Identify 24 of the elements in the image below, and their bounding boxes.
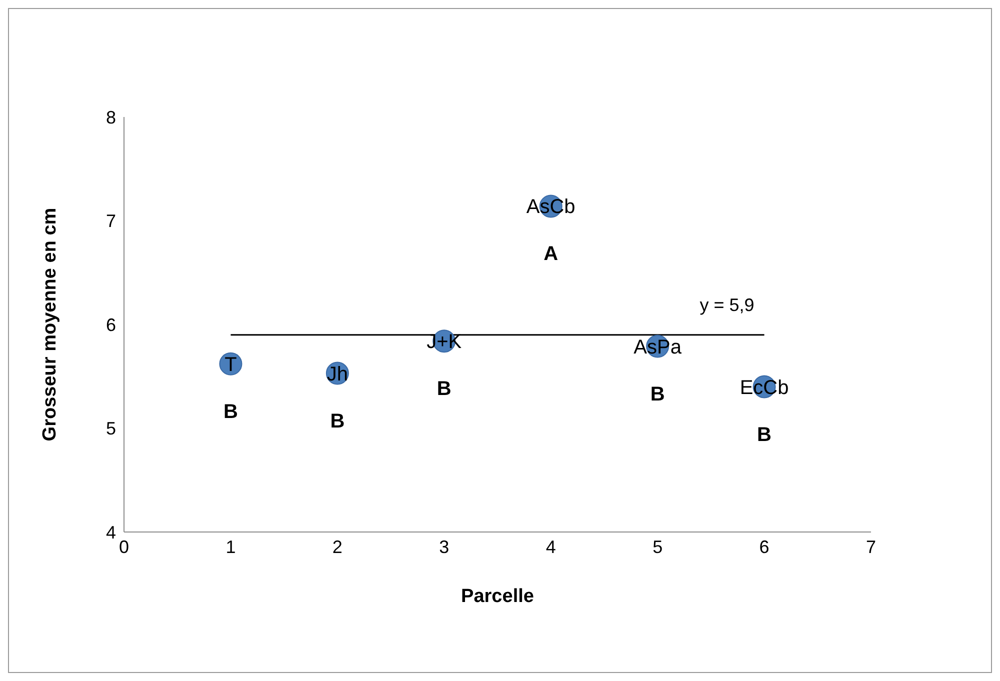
annotation: Jh (326, 363, 348, 386)
y-tick-label: 7 (106, 211, 116, 232)
x-tick-label: 2 (332, 536, 342, 557)
x-tick-label: 4 (546, 536, 556, 557)
y-tick-label: 8 (106, 107, 116, 128)
annotation: A (544, 243, 558, 266)
annotation: B (436, 378, 452, 400)
x-tick-label: 0 (118, 536, 130, 557)
x-tick-label: 6 (759, 536, 770, 557)
annotation: B (650, 383, 665, 406)
annotation: T (224, 354, 237, 376)
y-tick-label: 4 (106, 522, 116, 542)
y-axis-title: Grosseur moyenne en cm (40, 208, 61, 442)
annotation: y = 5,9 (700, 294, 754, 315)
annotation: B (223, 400, 238, 423)
annotation: B (757, 424, 772, 446)
x-tick-label: 1 (226, 536, 236, 557)
x-tick-label: 5 (652, 536, 663, 557)
annotation: B (330, 410, 345, 432)
x-axis-title: Parcelle (461, 586, 534, 607)
y-tick-label: 6 (106, 314, 116, 335)
x-tick-label: 3 (439, 536, 450, 557)
y-tick-label: 5 (106, 418, 116, 439)
x-tick-label: 7 (866, 536, 876, 557)
